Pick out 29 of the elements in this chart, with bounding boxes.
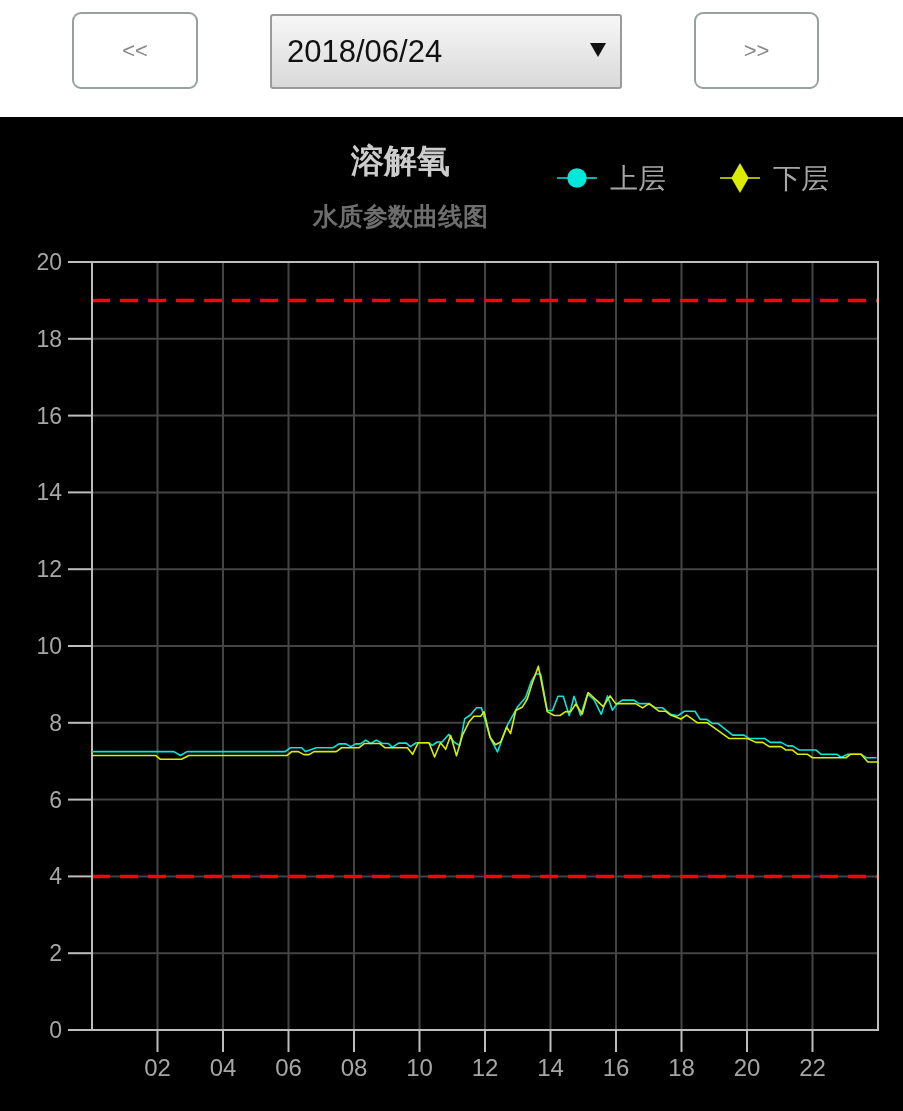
y-tick-label: 20	[36, 249, 62, 276]
chart-subtitle: 水质参数曲线图	[311, 202, 488, 230]
chart-title: 溶解氧	[349, 142, 450, 179]
x-tick-label: 16	[602, 1054, 630, 1081]
x-tick-label: 22	[799, 1054, 826, 1081]
x-tick-label: 02	[144, 1054, 171, 1081]
y-tick-label: 14	[36, 479, 63, 506]
y-tick-label: 6	[49, 786, 62, 813]
x-tick-label: 06	[275, 1054, 302, 1081]
x-tick-label: 04	[209, 1054, 237, 1081]
x-tick-label: 10	[406, 1054, 433, 1081]
y-tick-label: 10	[36, 633, 62, 660]
legend-label: 下层	[773, 162, 829, 194]
x-tick-label: 14	[537, 1054, 564, 1081]
y-tick-label: 4	[49, 863, 63, 890]
x-tick-label: 08	[340, 1054, 368, 1081]
y-tick-label: 8	[49, 709, 62, 736]
x-tick-label: 20	[733, 1054, 761, 1081]
y-tick-label: 12	[36, 556, 62, 583]
x-tick-label: 18	[668, 1054, 695, 1081]
y-tick-label: 16	[36, 402, 62, 429]
legend-label: 上层	[610, 162, 666, 194]
y-tick-label: 18	[36, 325, 62, 352]
x-tick-label: 12	[471, 1054, 499, 1081]
date-dropdown[interactable]: 2018/06/24	[270, 14, 622, 89]
y-tick-label: 0	[49, 1017, 62, 1044]
y-tick-label: 2	[49, 940, 62, 967]
button[interactable]: >>	[694, 12, 819, 89]
button[interactable]: <<	[72, 12, 198, 89]
